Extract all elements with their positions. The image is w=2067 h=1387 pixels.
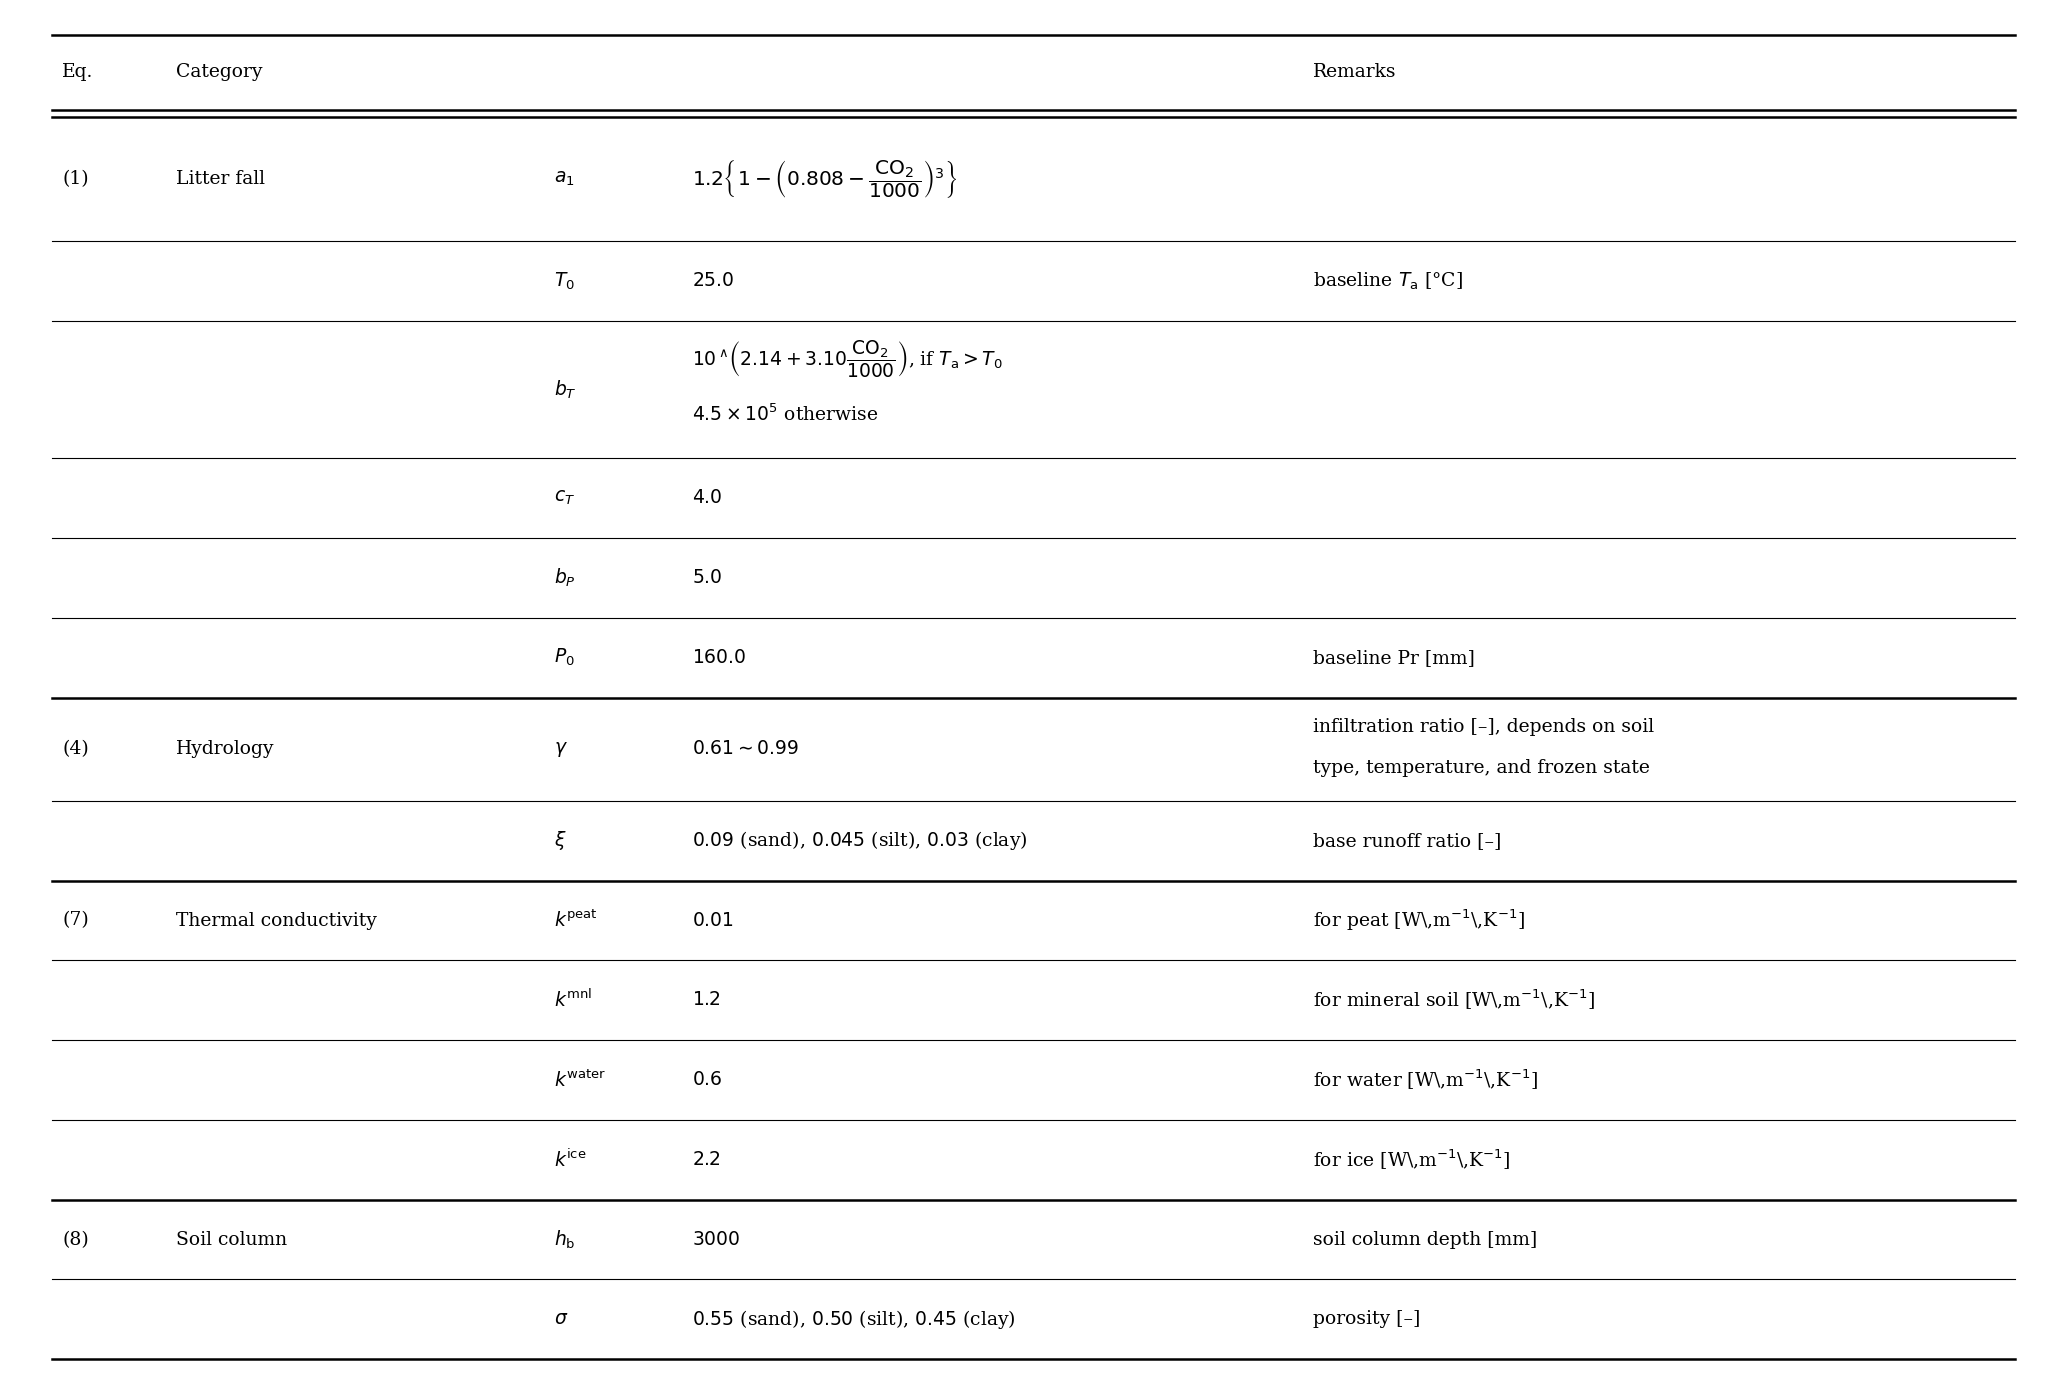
Text: Litter fall: Litter fall [176, 171, 265, 189]
Text: $0.01$: $0.01$ [692, 911, 734, 929]
Text: $1.2\left\{1-\left(0.808-\dfrac{\mathrm{CO}_2}{1000}\right)^3\right\}$: $1.2\left\{1-\left(0.808-\dfrac{\mathrm{… [692, 158, 959, 200]
Text: $25.0$: $25.0$ [692, 272, 736, 290]
Text: for water [W\,m$^{-1}$\,K$^{-1}$]: for water [W\,m$^{-1}$\,K$^{-1}$] [1313, 1068, 1538, 1092]
Text: (7): (7) [62, 911, 89, 929]
Text: $P_0$: $P_0$ [554, 648, 575, 669]
Text: $4.0$: $4.0$ [692, 490, 723, 508]
Text: $a_1$: $a_1$ [554, 171, 575, 189]
Text: Category: Category [176, 64, 263, 82]
Text: soil column depth [mm]: soil column depth [mm] [1313, 1230, 1536, 1248]
Text: $b_P$: $b_P$ [554, 567, 577, 589]
Text: $160.0$: $160.0$ [692, 649, 746, 667]
Text: $3000$: $3000$ [692, 1230, 740, 1248]
Text: porosity [–]: porosity [–] [1313, 1311, 1420, 1329]
Text: $k^\mathrm{peat}$: $k^\mathrm{peat}$ [554, 910, 597, 931]
Text: Soil column: Soil column [176, 1230, 287, 1248]
Text: baseline Pr [mm]: baseline Pr [mm] [1313, 649, 1474, 667]
Text: $k^\mathrm{mnl}$: $k^\mathrm{mnl}$ [554, 989, 591, 1011]
Text: Eq.: Eq. [62, 64, 93, 82]
Text: $5.0$: $5.0$ [692, 569, 723, 587]
Text: type, temperature, and frozen state: type, temperature, and frozen state [1313, 759, 1649, 777]
Text: Hydrology: Hydrology [176, 741, 275, 759]
Text: baseline $T_\mathrm{a}$ [°C]: baseline $T_\mathrm{a}$ [°C] [1313, 270, 1461, 291]
Text: $1.2$: $1.2$ [692, 992, 721, 1010]
Text: $\gamma$: $\gamma$ [554, 739, 568, 759]
Text: $0.55$ (sand), $0.50$ (silt), $0.45$ (clay): $0.55$ (sand), $0.50$ (silt), $0.45$ (cl… [692, 1308, 1017, 1332]
Text: $10^\wedge\!\left(2.14+3.10\dfrac{\mathrm{CO}_2}{1000}\right)$, if $T_\mathrm{a}: $10^\wedge\!\left(2.14+3.10\dfrac{\mathr… [692, 338, 1002, 380]
Text: $\xi$: $\xi$ [554, 829, 566, 852]
Text: for mineral soil [W\,m$^{-1}$\,K$^{-1}$]: for mineral soil [W\,m$^{-1}$\,K$^{-1}$] [1313, 988, 1594, 1013]
Text: Remarks: Remarks [1313, 64, 1395, 82]
Text: $4.5\times10^5$ otherwise: $4.5\times10^5$ otherwise [692, 404, 878, 424]
Text: $h_\mathrm{b}$: $h_\mathrm{b}$ [554, 1229, 575, 1251]
Text: for ice [W\,m$^{-1}$\,K$^{-1}$]: for ice [W\,m$^{-1}$\,K$^{-1}$] [1313, 1147, 1511, 1172]
Text: $T_0$: $T_0$ [554, 270, 575, 291]
Text: $0.61\sim0.99$: $0.61\sim0.99$ [692, 741, 800, 759]
Text: $c_T$: $c_T$ [554, 490, 575, 508]
Text: $\sigma$: $\sigma$ [554, 1311, 568, 1329]
Text: (8): (8) [62, 1230, 89, 1248]
Text: $b_T$: $b_T$ [554, 379, 577, 401]
Text: $0.09$ (sand), $0.045$ (silt), $0.03$ (clay): $0.09$ (sand), $0.045$ (silt), $0.03$ (c… [692, 829, 1027, 852]
Text: for peat [W\,m$^{-1}$\,K$^{-1}$]: for peat [W\,m$^{-1}$\,K$^{-1}$] [1313, 907, 1523, 933]
Text: base runoff ratio [–]: base runoff ratio [–] [1313, 832, 1501, 850]
Text: $k^\mathrm{water}$: $k^\mathrm{water}$ [554, 1069, 606, 1090]
Text: infiltration ratio [–], depends on soil: infiltration ratio [–], depends on soil [1313, 717, 1654, 735]
Text: (4): (4) [62, 741, 89, 759]
Text: (1): (1) [62, 171, 89, 189]
Text: $2.2$: $2.2$ [692, 1151, 721, 1169]
Text: $k^\mathrm{ice}$: $k^\mathrm{ice}$ [554, 1148, 587, 1171]
Text: Thermal conductivity: Thermal conductivity [176, 911, 376, 929]
Text: $0.6$: $0.6$ [692, 1071, 723, 1089]
